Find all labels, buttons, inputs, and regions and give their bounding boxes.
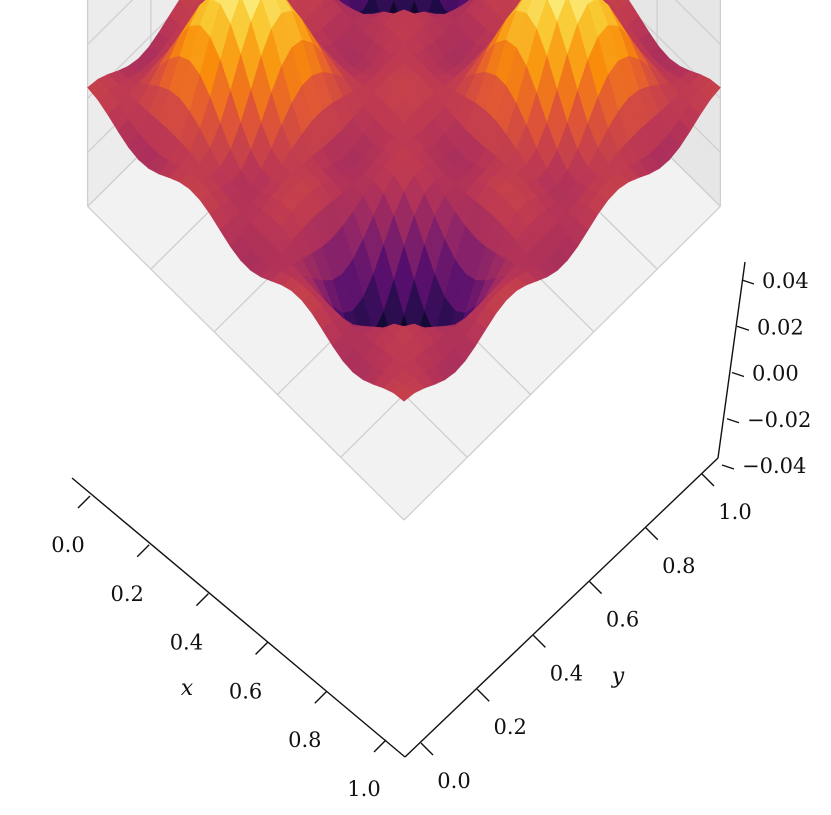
z-tick xyxy=(721,464,735,470)
x-tick-label: 0.2 xyxy=(110,582,143,606)
z-tick xyxy=(731,371,745,378)
y-tick-label: 0.8 xyxy=(662,554,695,578)
y-tick-label: 0.0 xyxy=(437,769,470,793)
surface-plot xyxy=(87,0,721,402)
surface-facet xyxy=(393,383,415,402)
z-tick-label: 0.04 xyxy=(762,269,809,293)
x-tick xyxy=(314,690,328,704)
z-tick xyxy=(736,325,750,331)
x-axis-line xyxy=(71,477,406,758)
x-tick-label: 0.0 xyxy=(51,533,84,557)
y-tick xyxy=(476,688,490,702)
z-axis-line xyxy=(717,261,746,459)
x-tick xyxy=(77,495,91,509)
y-tick xyxy=(420,742,434,756)
x-tick-label: 0.4 xyxy=(170,631,203,655)
x-tick xyxy=(195,593,209,607)
z-tick-label: 0.02 xyxy=(757,315,804,339)
y-tick-label: 1.0 xyxy=(718,500,751,524)
z-tick xyxy=(741,279,755,285)
chart-axes: 0.0 0.2 0.4 0.6 0.8 1.0 0.0 0.2 0.4 0.6 0.8 1.0 −0.0… xyxy=(51,261,811,801)
y-tick xyxy=(589,581,603,595)
y-tick xyxy=(532,634,546,648)
y-tick xyxy=(645,527,659,541)
y-tick-label: 0.4 xyxy=(550,661,583,685)
x-tick-label: 0.6 xyxy=(229,679,262,703)
y-tick-label: 0.6 xyxy=(606,608,639,632)
y-tick-label: 0.2 xyxy=(493,715,526,739)
z-tick-label: −0.04 xyxy=(742,454,806,478)
y-axis-line xyxy=(404,457,719,758)
x-tick xyxy=(136,544,150,558)
x-tick-label: 0.8 xyxy=(288,728,321,752)
z-tick-label: 0.00 xyxy=(752,362,799,386)
z-tick-label: −0.02 xyxy=(747,408,811,432)
x-tick-label: 1.0 xyxy=(347,777,380,801)
y-tick xyxy=(701,473,715,487)
z-tick xyxy=(726,418,740,424)
x-tick xyxy=(255,641,269,655)
grid-line xyxy=(87,205,405,521)
x-axis-label: x xyxy=(181,676,194,701)
y-axis-label: y xyxy=(611,664,625,689)
x-tick xyxy=(373,739,387,753)
grid-line xyxy=(403,205,721,521)
